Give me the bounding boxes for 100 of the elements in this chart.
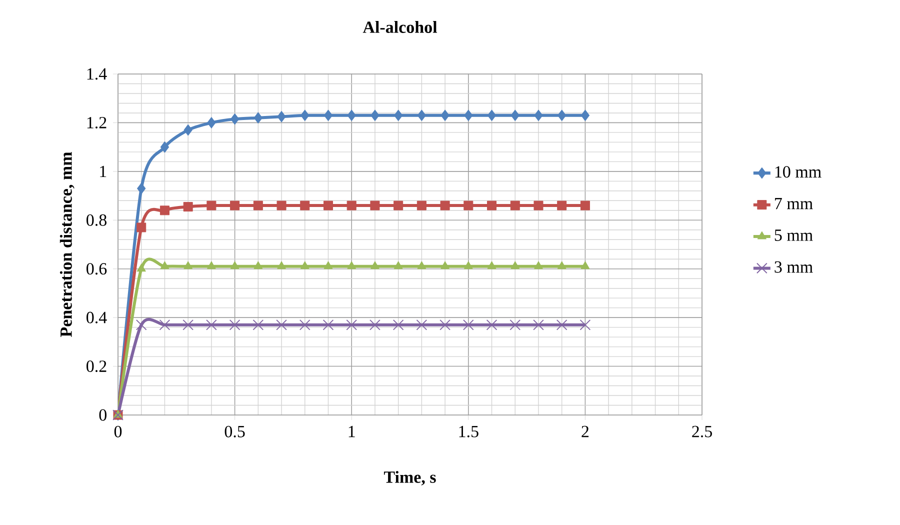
point: [580, 261, 590, 270]
point: [182, 319, 194, 330]
point: [252, 319, 264, 330]
point: [392, 319, 404, 330]
point: [510, 200, 520, 210]
point: [556, 319, 568, 330]
point: [417, 110, 426, 122]
point: [346, 319, 358, 330]
point: [370, 200, 380, 210]
point: [277, 110, 286, 122]
y-tick-label: 0.4: [86, 312, 107, 324]
legend-label: 5 mm: [774, 230, 813, 241]
point: [206, 261, 216, 270]
point: [510, 261, 520, 270]
point: [253, 200, 263, 210]
point: [324, 110, 333, 122]
y-tick-label: 1: [100, 166, 106, 178]
x-tick-label: 1.5: [459, 426, 478, 438]
y-tick-label: 1.2: [87, 116, 106, 128]
point: [557, 200, 567, 210]
legend-label: 3 mm: [774, 261, 813, 273]
point: [370, 110, 380, 122]
point: [487, 261, 496, 270]
y-tick-label: 0.6: [86, 263, 107, 275]
point: [464, 200, 474, 210]
y-axis-title: Penetration distance, mm: [60, 152, 74, 337]
point: [276, 319, 287, 330]
point: [136, 222, 146, 232]
point: [580, 110, 590, 122]
legend-label: 7 mm: [775, 198, 813, 210]
point: [160, 206, 170, 216]
point: [160, 141, 170, 153]
point: [394, 110, 403, 122]
point: [136, 264, 146, 272]
legend-label: 10 mm: [775, 166, 822, 178]
point: [440, 200, 450, 210]
point: [206, 200, 216, 210]
point: [440, 261, 450, 270]
x-axis-title: Time, s: [384, 470, 436, 486]
point: [276, 200, 286, 210]
point: [534, 110, 543, 122]
x-tick-label: 0.5: [224, 426, 245, 438]
chart-title: Al-alcohol: [362, 21, 438, 33]
point: [486, 319, 498, 330]
point: [322, 319, 334, 330]
y-tick-label: 0.8: [86, 214, 106, 226]
point: [184, 261, 193, 270]
point: [440, 319, 450, 330]
point: [346, 200, 356, 210]
point: [370, 319, 380, 330]
point: [160, 261, 170, 270]
y-tick-label: 0.2: [86, 360, 106, 372]
point: [300, 200, 310, 210]
point: [487, 110, 496, 122]
point: [464, 110, 473, 122]
point: [417, 261, 426, 270]
point: [254, 261, 263, 270]
point: [510, 110, 520, 122]
x-tick-label: 2: [582, 426, 589, 438]
point: [487, 200, 497, 210]
point: [207, 116, 216, 128]
point: [136, 182, 146, 194]
x-tick-label: 1: [348, 426, 355, 438]
point: [347, 261, 356, 270]
point: [299, 319, 310, 330]
point: [557, 261, 566, 270]
point: [230, 113, 240, 125]
point: [580, 319, 591, 330]
point: [230, 200, 240, 210]
y-tick-label: 0: [99, 409, 106, 421]
x-tick-label: 2.5: [692, 426, 712, 438]
point: [206, 319, 217, 330]
y-tick-label: 1.4: [87, 68, 107, 80]
point: [394, 200, 404, 210]
point: [254, 112, 263, 124]
point: [324, 261, 333, 270]
point: [510, 319, 521, 330]
point: [416, 200, 426, 210]
point: [416, 319, 428, 330]
point: [230, 261, 240, 270]
point: [183, 202, 193, 212]
point: [370, 261, 380, 270]
point: [300, 110, 310, 122]
point: [184, 124, 192, 136]
point: [300, 261, 310, 270]
x-tick-label: 0: [114, 426, 122, 438]
point: [533, 319, 544, 330]
point: [580, 200, 590, 210]
point: [229, 319, 240, 330]
point: [464, 261, 473, 270]
point: [276, 261, 286, 270]
point: [440, 110, 450, 122]
point: [534, 261, 544, 270]
point: [394, 261, 403, 270]
point: [159, 319, 170, 330]
point: [136, 319, 147, 330]
point: [462, 319, 474, 330]
point: [323, 200, 333, 210]
point: [347, 110, 356, 122]
point: [557, 110, 566, 122]
